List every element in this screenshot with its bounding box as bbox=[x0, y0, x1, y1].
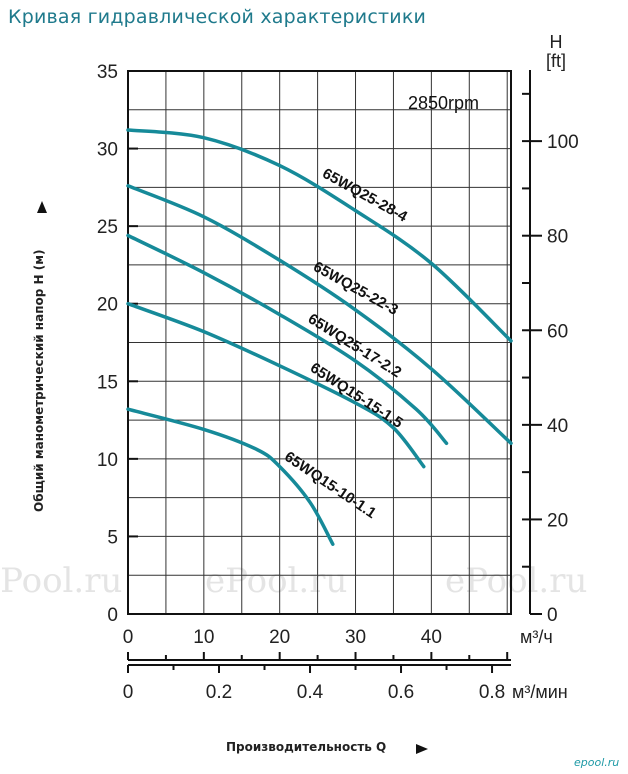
watermark-center: ePool.ru bbox=[205, 561, 347, 601]
x-axis-arrow bbox=[416, 744, 428, 754]
x-tick-label-top: 20 bbox=[269, 627, 290, 648]
right-tick-label: 100 bbox=[547, 132, 579, 153]
labels: 65WQ25-28-465WQ25-22-365WQ25-17-2.265WQ1… bbox=[281, 165, 410, 522]
y-tick-label: 20 bbox=[97, 295, 118, 316]
x-tick-label-bottom: 0.2 bbox=[206, 682, 232, 703]
y-tick-label: 5 bbox=[107, 527, 118, 548]
right-tick-label: 0 bbox=[547, 605, 558, 626]
curve-line bbox=[126, 407, 335, 546]
right-axis-unit: H bbox=[550, 32, 563, 52]
x-unit-top: м³/ч bbox=[520, 627, 553, 647]
y-axis-title: Общий манометрический напор Н (м) bbox=[32, 250, 46, 513]
x-axis-title: Производительность Q bbox=[226, 740, 386, 754]
x-tick-label-top: 10 bbox=[193, 627, 214, 648]
curve-line bbox=[126, 233, 449, 446]
curves bbox=[126, 128, 513, 546]
y-tick-label: 25 bbox=[97, 217, 118, 238]
grid bbox=[128, 71, 511, 614]
y-tick-label: 35 bbox=[97, 62, 118, 83]
x-tick-label-top: 40 bbox=[421, 627, 442, 648]
logo: epool.ru bbox=[574, 756, 619, 769]
x-tick-label-top: 30 bbox=[345, 627, 366, 648]
y-axis-arrow bbox=[37, 201, 47, 213]
x-tick-label-bottom: 0 bbox=[123, 682, 134, 703]
curve-line bbox=[126, 128, 513, 343]
right-tick-label: 20 bbox=[547, 510, 568, 531]
x-tick-label-top: 0 bbox=[123, 627, 134, 648]
x-tick-label-bottom: 0.6 bbox=[388, 682, 414, 703]
curve-line bbox=[126, 184, 513, 446]
x-tick-label-bottom: 0.8 bbox=[479, 682, 505, 703]
right-tick-label: 80 bbox=[547, 227, 568, 248]
x-unit-bottom: м³/мин bbox=[512, 682, 568, 702]
watermark-layer: ePool.ru ePool.ru ePool.ru bbox=[0, 561, 587, 601]
right-tick-label: 40 bbox=[547, 416, 568, 437]
y-tick-label: 10 bbox=[97, 450, 118, 471]
y-tick-label: 30 bbox=[97, 140, 118, 161]
axes: 0 5 10 15 20 25 30 35 0 20 40 60 80 100 H[ft] 0 10 20 30 40… bbox=[32, 32, 579, 754]
right-tick-label: 60 bbox=[547, 321, 568, 342]
x-tick-label-bottom: 0.4 bbox=[297, 682, 324, 703]
page-title: Кривая гидравлической характеристики bbox=[8, 6, 427, 28]
y-tick-label: 15 bbox=[97, 372, 118, 393]
right-axis-unit-bracket: [ft] bbox=[546, 51, 566, 71]
rpm-annotation: 2850rpm bbox=[408, 93, 479, 113]
curve-line bbox=[126, 301, 426, 469]
y-tick-label: 0 bbox=[107, 605, 118, 626]
watermark-left: ePool.ru bbox=[0, 561, 122, 601]
watermark-right: ePool.ru bbox=[445, 561, 587, 601]
